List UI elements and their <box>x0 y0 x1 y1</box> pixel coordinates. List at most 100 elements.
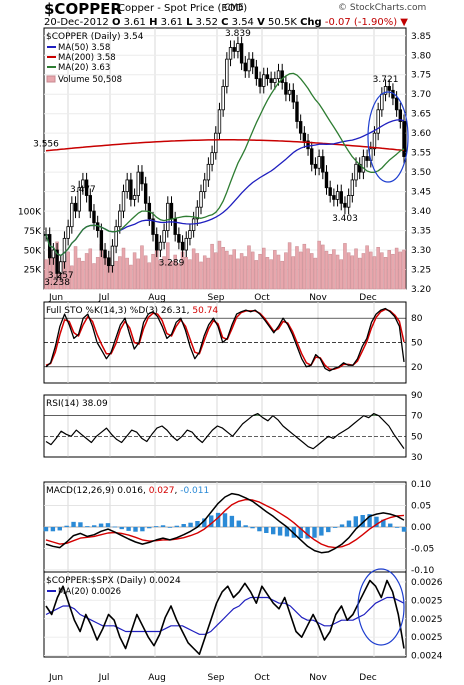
volume-bar <box>402 249 406 290</box>
price-annotation-label: 3.839 <box>225 29 251 39</box>
high-value: 3.61 <box>160 17 183 28</box>
price-panel-title: $COPPER (Daily) 3.54 <box>46 32 144 42</box>
price-candle-body <box>158 241 163 251</box>
price-candle-body <box>206 163 211 181</box>
macd-histogram-bar <box>381 519 386 527</box>
macd-histogram-bar <box>353 516 359 527</box>
price-candle-body <box>284 82 288 95</box>
price-candle-body <box>380 93 384 111</box>
month-axis-label: Jul <box>98 293 110 303</box>
volume-bar <box>158 260 163 290</box>
price-candle-body <box>295 101 299 122</box>
macd-title-part: -0.011 <box>180 486 209 496</box>
price-axis-tick-label: 3.30 <box>411 246 431 256</box>
volume-bar <box>136 258 141 290</box>
volume-bar <box>391 253 395 290</box>
price-candle-body <box>143 183 148 204</box>
volume-bar <box>151 253 155 290</box>
volume-bar <box>269 259 273 290</box>
price-axis-tick-label: 3.20 <box>411 285 431 295</box>
volume-bar <box>214 252 218 290</box>
macd-histogram-bar <box>243 525 248 527</box>
volume-bar <box>44 259 48 290</box>
month-axis-label: Sep <box>208 673 225 683</box>
price-candle-body <box>132 195 137 200</box>
volume-bar <box>169 260 174 290</box>
volume-bar <box>173 254 177 290</box>
stochastic-d-line <box>45 308 405 370</box>
volume-bar <box>247 245 251 290</box>
price-candle-body <box>321 156 325 173</box>
volume-bar <box>335 254 340 290</box>
macd-histogram-bar <box>195 521 200 527</box>
price-candle-body <box>51 249 56 259</box>
volume-bar <box>166 242 170 290</box>
rsi-axis-tick-label: 90 <box>411 391 423 401</box>
price-candle-body <box>81 179 85 189</box>
legend-label: MA(200) 3.58 <box>58 53 116 63</box>
volume-bar <box>313 257 318 290</box>
volume-bar <box>317 240 321 290</box>
volume-bar <box>250 251 255 290</box>
ratio-axis-tick-label: 0.0026 <box>411 578 443 588</box>
price-candle-body <box>151 218 155 235</box>
price-candle-body <box>258 78 262 87</box>
macd-histogram-bar <box>181 524 186 527</box>
price-axis-tick-label: 3.55 <box>411 149 431 159</box>
macd-line <box>45 492 405 554</box>
volume-value: 50.5K <box>268 17 297 28</box>
price-candle-body <box>162 230 166 243</box>
macd-histogram-bar <box>312 527 317 538</box>
price-annotation-label: 3.289 <box>159 258 185 268</box>
macd-histogram-bar <box>188 522 193 527</box>
month-axis-label: Dec <box>359 673 376 683</box>
volume-bar <box>92 263 96 290</box>
volume-bar <box>380 252 384 290</box>
volume-bar <box>147 262 152 290</box>
volume-bar <box>265 257 270 290</box>
price-candle-body <box>103 249 107 259</box>
macd-histogram-bar <box>209 515 214 527</box>
price-candle-body <box>169 202 174 220</box>
price-candle-body <box>343 202 347 208</box>
legend-label: MA(50) 3.58 <box>58 43 110 53</box>
price-axis-tick-label: 3.65 <box>411 110 431 120</box>
low-value: 3.52 <box>195 17 218 28</box>
price-candle-body <box>372 132 377 150</box>
price-candle-body <box>310 148 314 165</box>
macd-histogram-bar <box>85 526 90 527</box>
price-annotation-label: 3.477 <box>70 185 96 195</box>
price-candle-body <box>398 109 403 122</box>
price-candle-body <box>77 187 81 212</box>
volume-bar <box>206 257 211 290</box>
price-candle-body <box>195 206 200 220</box>
price-candle-body <box>177 234 181 243</box>
month-axis-label: Aug <box>148 293 166 303</box>
volume-bar <box>309 253 314 290</box>
brand-watermark: © StockCharts.com <box>338 3 427 13</box>
price-candle-body <box>298 121 303 134</box>
volume-bar <box>191 248 196 290</box>
month-axis-label: Nov <box>309 673 327 683</box>
rsi-axis-tick-label: 50 <box>411 432 423 442</box>
price-candle-body <box>184 237 188 251</box>
stochastic-axis-tick-label: 80 <box>411 314 423 324</box>
macd-histogram-bar <box>305 527 310 539</box>
price-annotation-label: 3.403 <box>332 214 358 224</box>
volume-bar <box>291 256 296 290</box>
macd-histogram-bar <box>326 527 331 533</box>
volume-bar <box>276 254 281 290</box>
price-candle-body <box>166 202 170 231</box>
macd-histogram-bar <box>174 525 180 527</box>
rsi-axis-tick-label: 30 <box>411 453 423 463</box>
ratio-axis-tick-label: 0.0025 <box>411 633 443 643</box>
volume-bar <box>143 255 148 290</box>
volume-bar <box>361 253 366 290</box>
macd-axis-tick-label: 0.00 <box>411 523 431 533</box>
price-axis-tick-label: 3.50 <box>411 168 431 178</box>
volume-bar <box>228 254 233 290</box>
month-axis-label: Oct <box>254 673 270 683</box>
rsi-axis-tick-label: 70 <box>411 412 423 422</box>
macd-histogram-bar <box>119 527 124 530</box>
